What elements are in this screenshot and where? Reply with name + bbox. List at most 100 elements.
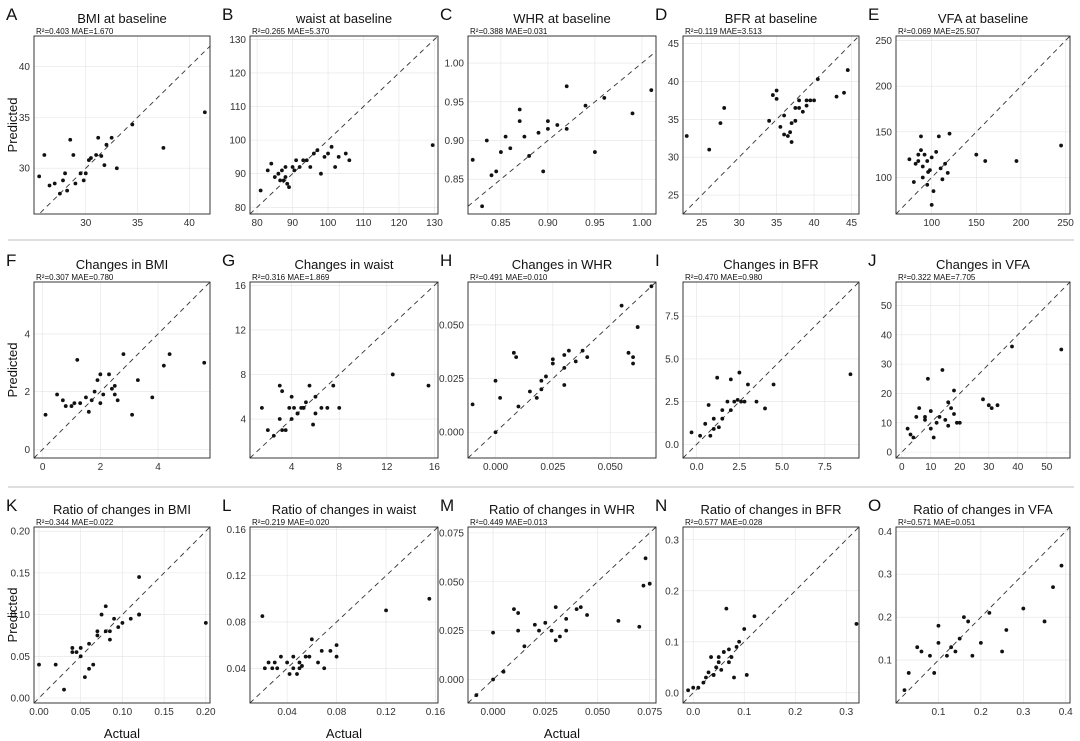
panel-letter: J	[868, 251, 877, 270]
data-point	[258, 188, 263, 193]
y-tick-label: 35	[668, 115, 680, 126]
data-point	[75, 358, 80, 362]
data-point	[919, 649, 924, 654]
data-point	[325, 405, 330, 410]
data-point	[686, 688, 691, 693]
x-tick-label: 5.0	[775, 462, 789, 473]
x-tick-label: 0.16	[426, 707, 446, 718]
x-tick-label: 20	[954, 462, 966, 473]
data-point	[732, 675, 736, 680]
y-tick-label: 2.5	[665, 397, 679, 408]
y-tick-label: 0.05	[11, 652, 31, 663]
data-point	[931, 435, 936, 440]
data-point	[715, 375, 720, 380]
data-point	[289, 417, 294, 421]
data-point	[313, 394, 318, 399]
data-point	[309, 637, 314, 642]
y-tick-label: 5.0	[665, 354, 679, 365]
y-tick-label: 16	[235, 281, 247, 292]
data-point	[103, 604, 108, 609]
data-point	[522, 644, 527, 649]
data-point	[517, 119, 522, 124]
plot-frame	[895, 526, 1071, 704]
data-points	[260, 596, 432, 676]
data-point	[98, 372, 103, 377]
data-point	[283, 175, 288, 179]
data-points	[37, 110, 207, 196]
x-tick-label: 30	[983, 462, 995, 473]
data-point	[528, 389, 532, 394]
panel-letter: H	[440, 251, 452, 270]
data-point	[322, 666, 327, 671]
x-tick-label: 0.075	[637, 707, 662, 718]
data-point	[974, 152, 979, 157]
data-point	[938, 166, 943, 171]
panel-title: waist at baseline	[295, 11, 392, 26]
data-points	[689, 370, 853, 438]
panel-title: Ratio of changes in WHR	[489, 502, 635, 517]
data-point	[266, 660, 271, 665]
data-point	[304, 400, 308, 405]
data-point	[782, 113, 787, 118]
y-tick-label: 0.050	[439, 320, 464, 331]
x-tick-label: 0.20	[196, 707, 216, 718]
data-point	[260, 614, 265, 619]
x-tick-label: 25	[696, 218, 708, 229]
identity-line	[683, 282, 859, 458]
data-point	[701, 680, 706, 685]
y-tick-label: 0.00	[11, 693, 31, 704]
y-tick-label: 0.075	[439, 528, 464, 539]
data-point	[962, 615, 966, 620]
data-point	[564, 126, 569, 131]
data-point	[716, 425, 721, 430]
data-point	[937, 415, 942, 419]
x-tick-label: 110	[356, 218, 372, 229]
data-point	[272, 660, 277, 665]
panel-title: Changes in VFA	[936, 257, 1030, 272]
data-point	[929, 202, 934, 207]
data-point	[926, 376, 930, 381]
y-tick-label: 0.025	[439, 374, 464, 385]
identity-line	[468, 527, 656, 703]
x-tick-label: 7.5	[818, 462, 832, 473]
data-point	[593, 150, 597, 154]
data-point	[74, 650, 79, 655]
panel-title: Changes in BFR	[723, 257, 818, 272]
panel-letter: N	[655, 496, 667, 515]
y-tick-label: 1.00	[445, 59, 465, 70]
panel-stats: R²=0.322 MAE=7.705	[898, 273, 976, 282]
data-point	[720, 416, 725, 421]
data-point	[96, 135, 101, 140]
data-point	[696, 685, 701, 690]
grid	[250, 36, 438, 214]
grid	[896, 36, 1070, 214]
data-point	[297, 660, 302, 665]
data-point	[112, 616, 116, 621]
data-point	[336, 155, 341, 159]
data-point	[283, 165, 288, 169]
data-point	[952, 412, 956, 416]
data-point	[957, 636, 962, 641]
x-tick-label: 0.000	[483, 462, 508, 473]
data-point	[517, 107, 522, 112]
y-tick-label: 200	[875, 82, 892, 93]
data-point	[983, 159, 988, 163]
data-point	[725, 399, 730, 404]
row-separators	[8, 239, 1074, 488]
data-point	[574, 607, 579, 612]
x-tick-label: 0.04	[277, 707, 297, 718]
grid	[683, 282, 859, 458]
data-point	[102, 163, 107, 168]
panel-stats: R²=0.577 MAE=0.028	[685, 518, 763, 527]
data-point	[290, 165, 295, 169]
data-point	[516, 628, 521, 633]
y-tick-label: 100	[229, 136, 246, 147]
data-point	[426, 383, 431, 388]
data-point	[946, 423, 951, 428]
data-point	[63, 404, 68, 408]
y-tick-label: 20	[881, 389, 893, 400]
data-point	[923, 417, 927, 422]
data-point	[63, 171, 67, 176]
